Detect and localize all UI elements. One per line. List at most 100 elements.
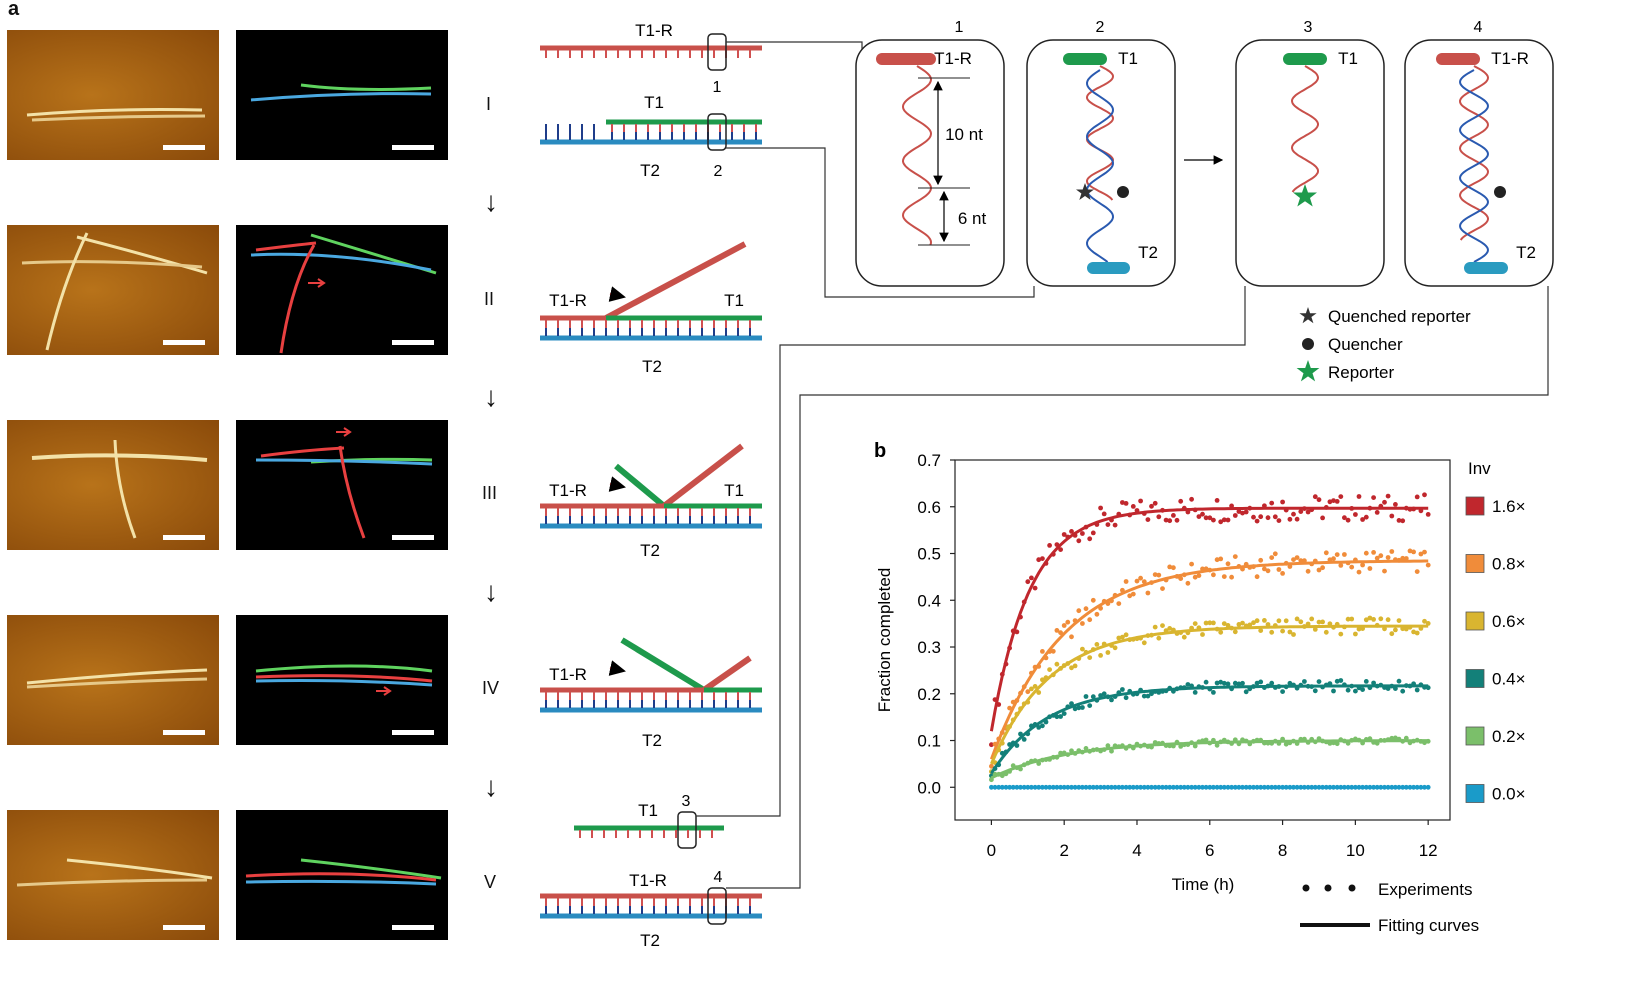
data-point: [1138, 498, 1143, 504]
down-arrow-icon: ↓: [484, 381, 498, 412]
data-point: [1178, 744, 1184, 749]
data-point: [1207, 784, 1213, 790]
data-point: [1076, 608, 1082, 614]
data-point: [1218, 679, 1224, 685]
data-point: [1185, 682, 1191, 687]
data-point: [1105, 784, 1111, 790]
data-point: [1258, 784, 1264, 790]
data-point: [1385, 493, 1391, 499]
step-label-2: II: [484, 289, 495, 309]
legend-reporter: Reporter: [1328, 363, 1394, 382]
data-point: [1312, 784, 1318, 790]
data-point: [1291, 557, 1296, 562]
data-point: [1396, 784, 1402, 790]
data-point: [1414, 630, 1420, 636]
data-point: [1032, 684, 1038, 689]
data-point: [1050, 784, 1056, 790]
data-point: [1334, 784, 1340, 790]
data-point: [1083, 746, 1089, 751]
data-point: [1342, 515, 1347, 521]
data-point: [1363, 784, 1369, 790]
strand-label-t2: T2: [640, 931, 660, 950]
legend-swatch: [1465, 726, 1485, 746]
data-point: [1338, 494, 1344, 499]
y-tick-label: 0.6: [917, 498, 941, 517]
data-point: [1407, 548, 1413, 554]
data-point: [1101, 511, 1107, 517]
data-point: [1189, 496, 1194, 502]
data-point: [1258, 514, 1264, 520]
data-point: [1360, 517, 1365, 522]
data-point: [1258, 679, 1264, 685]
data-point: [1203, 620, 1209, 626]
data-point: [996, 784, 1002, 790]
legend-entry: 0.0×: [1492, 785, 1526, 804]
data-point: [1211, 784, 1216, 790]
data-point: [1098, 784, 1103, 790]
data-point: [1356, 626, 1362, 632]
legend-entry: 1.6×: [1492, 497, 1526, 516]
reporter-star-icon: [1296, 360, 1320, 382]
data-point: [1109, 784, 1114, 790]
highlight-box-1: [707, 33, 727, 71]
strand-label: T2: [1138, 243, 1158, 262]
data-point: [1167, 784, 1173, 790]
step-label-5: V: [484, 872, 497, 892]
data-point: [1141, 579, 1147, 585]
data-point: [1356, 494, 1362, 499]
data-point: [1272, 784, 1278, 790]
strand-label-t2: T2: [640, 161, 660, 180]
y-tick-label: 0.0: [917, 778, 941, 797]
y-tick-label: 0.1: [917, 732, 941, 751]
data-point: [1331, 498, 1336, 503]
base-pair-rungs: [545, 320, 751, 336]
data-point: [1331, 784, 1336, 790]
data-point: [1174, 784, 1180, 790]
data-point: [1061, 623, 1067, 628]
data-point: [999, 784, 1005, 790]
afm-filaments-1: [26, 108, 206, 122]
data-point: [1116, 601, 1122, 606]
data-point: [1251, 620, 1256, 626]
data-point: [1276, 567, 1282, 572]
data-point: [1021, 737, 1027, 742]
data-point: [1065, 619, 1071, 625]
data-point: [1050, 648, 1056, 654]
data-point: [1105, 650, 1111, 655]
data-point: [1287, 784, 1293, 790]
data-point: [1276, 784, 1282, 790]
data-point: [1061, 711, 1067, 716]
data-point: [1123, 784, 1129, 790]
fluorescence-image-4: [236, 615, 448, 745]
fit-curve: [990, 624, 1429, 765]
data-point: [1411, 549, 1416, 555]
x-tick-label: 10: [1346, 841, 1365, 860]
data-point: [1200, 784, 1205, 790]
data-point: [1414, 784, 1420, 790]
data-point: [1025, 689, 1031, 695]
quencher-dot-icon: [1494, 186, 1506, 198]
data-point: [1367, 784, 1373, 790]
data-point: [1236, 509, 1242, 514]
data-point: [1123, 695, 1129, 701]
data-point: [1414, 687, 1420, 693]
fluorescence-filaments-1: [250, 83, 432, 102]
data-point: [1214, 557, 1220, 563]
data-point: [1040, 784, 1045, 790]
data-point: [1316, 679, 1322, 684]
plot-frame: [954, 459, 1451, 821]
fluorescence-image-1: [236, 30, 448, 160]
data-point: [1385, 617, 1391, 623]
data-point: [1080, 621, 1085, 626]
data-point: [1265, 784, 1271, 790]
data-point: [1316, 497, 1322, 503]
strand-label-t1r: T1-R: [549, 481, 587, 500]
afm-filaments-2: [21, 232, 208, 351]
data-point: [1393, 784, 1398, 790]
data-point: [1363, 514, 1369, 520]
data-point: [1010, 784, 1016, 790]
data-point: [1123, 579, 1129, 584]
data-point: [1171, 565, 1176, 571]
data-point: [1287, 629, 1293, 635]
data-point: [1061, 784, 1067, 790]
